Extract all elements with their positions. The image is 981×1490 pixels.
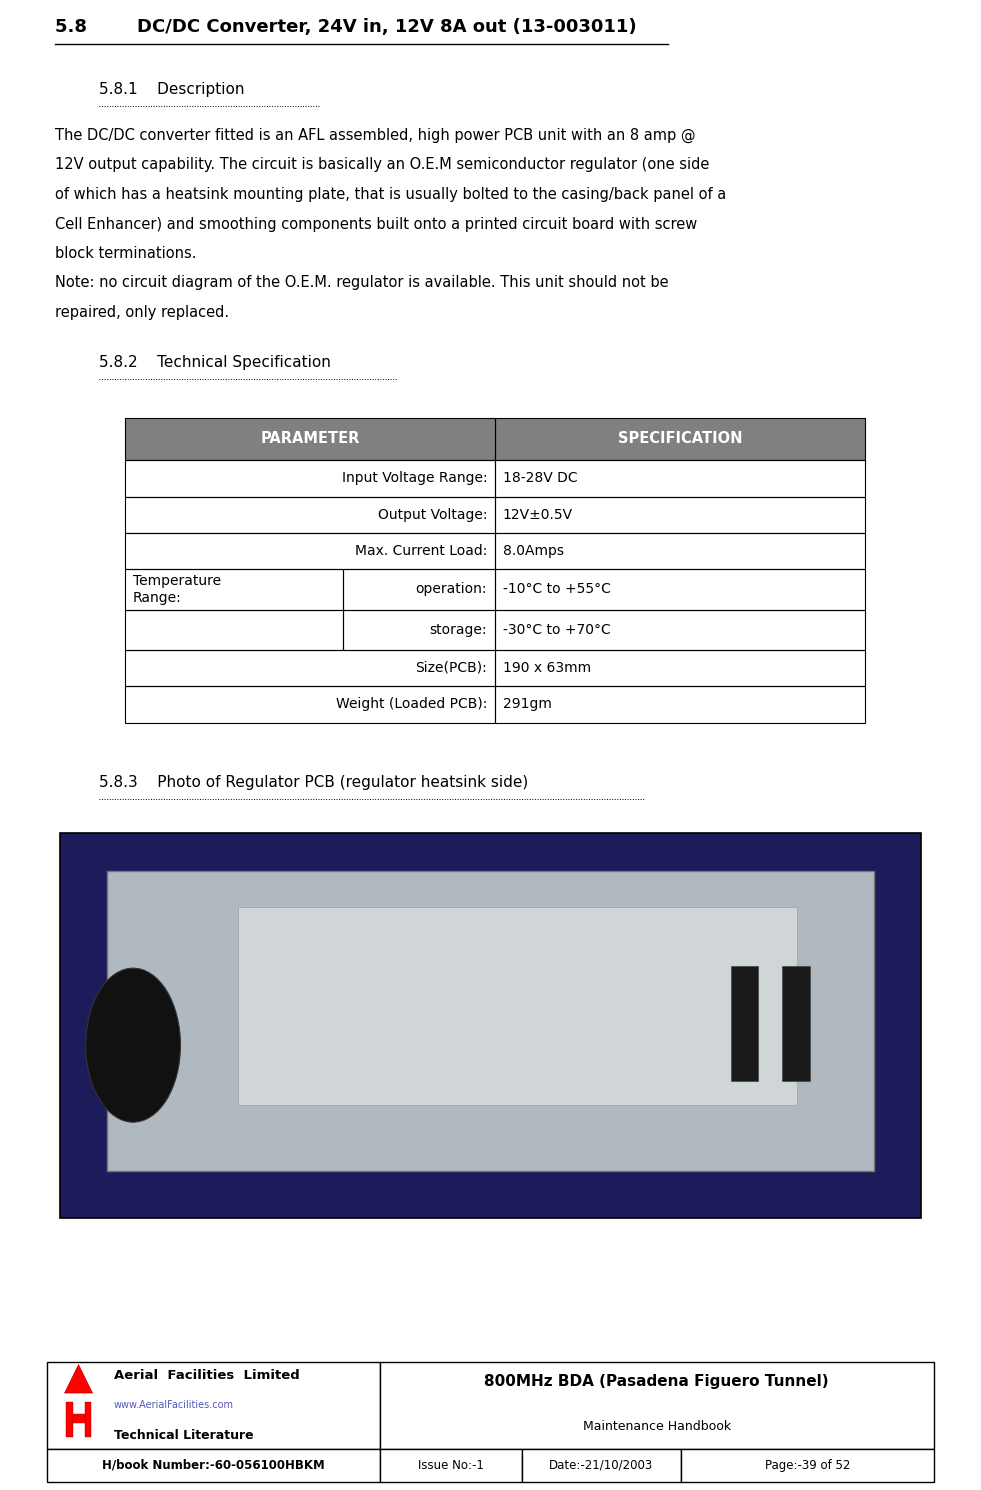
Text: Technical Literature: Technical Literature [114,1429,253,1442]
Text: 5.8.2    Technical Specification: 5.8.2 Technical Specification [99,355,331,370]
Bar [380,1448,522,1483]
Bar [125,685,495,723]
Text: Note: no circuit diagram of the O.E.M. regulator is available. This unit should : Note: no circuit diagram of the O.E.M. r… [55,276,669,291]
Text: -30°C to +70°C: -30°C to +70°C [503,623,610,636]
Text: 12V output capability. The circuit is basically an O.E.M semiconductor regulator: 12V output capability. The circuit is ba… [55,158,709,173]
Bar [343,569,495,609]
Text: Weight (Loaded PCB):: Weight (Loaded PCB): [336,697,488,711]
Text: Output Voltage:: Output Voltage: [378,508,488,522]
Text: 5.8.1    Description: 5.8.1 Description [99,82,244,97]
Text: 5.8        DC/DC Converter, 24V in, 12V 8A out (13-003011): 5.8 DC/DC Converter, 24V in, 12V 8A out … [55,18,637,36]
Text: PARAMETER: PARAMETER [260,432,360,447]
Bar [47,1448,380,1483]
Bar [125,533,495,569]
Text: Temperature
Range:: Temperature Range: [132,575,221,605]
Text: 800MHz BDA (Pasadena Figuero Tunnel): 800MHz BDA (Pasadena Figuero Tunnel) [485,1374,829,1389]
Text: Input Voltage Range:: Input Voltage Range: [341,471,488,486]
Ellipse shape [85,968,181,1122]
Bar [380,1362,934,1448]
Bar [783,966,810,1082]
Text: 12V±0.5V: 12V±0.5V [503,508,573,522]
Text: Aerial  Facilities  Limited: Aerial Facilities Limited [114,1369,299,1383]
Text: Page:-39 of 52: Page:-39 of 52 [765,1459,851,1472]
Bar [495,419,865,460]
Text: of which has a heatsink mounting plate, that is usually bolted to the casing/bac: of which has a heatsink mounting plate, … [55,188,726,203]
Text: block terminations.: block terminations. [55,246,196,261]
Text: SPECIFICATION: SPECIFICATION [618,432,743,447]
Text: Maintenance Handbook: Maintenance Handbook [583,1420,731,1433]
Bar [495,419,865,460]
Text: Issue No:-1: Issue No:-1 [418,1459,484,1472]
Bar [125,419,495,460]
Bar [343,609,495,650]
Bar [495,533,865,569]
Text: Size(PCB):: Size(PCB): [415,660,488,675]
Text: 190 x 63mm: 190 x 63mm [503,660,591,675]
Bar [84,1402,91,1436]
Text: 18-28V DC: 18-28V DC [503,471,578,486]
Text: Max. Current Load:: Max. Current Load: [355,544,488,559]
Text: 8.0Amps: 8.0Amps [503,544,564,559]
Text: The DC/DC converter fitted is an AFL assembled, high power PCB unit with an 8 am: The DC/DC converter fitted is an AFL ass… [55,128,696,143]
Bar [237,907,798,1106]
Text: storage:: storage: [430,623,488,636]
Bar [495,650,865,685]
Text: Cell Enhancer) and smoothing components built onto a printed circuit board with : Cell Enhancer) and smoothing components … [55,216,697,231]
Bar [125,419,495,460]
Bar [495,609,865,650]
Bar [66,1402,73,1436]
Text: -10°C to +55°C: -10°C to +55°C [503,583,611,596]
Bar [125,496,495,533]
Bar [125,609,343,650]
Bar [47,1362,380,1448]
Bar [495,460,865,496]
Text: H/book Number:-60-056100HBKM: H/book Number:-60-056100HBKM [102,1459,325,1472]
Bar [731,966,758,1082]
Text: operation:: operation: [416,583,488,596]
Bar [681,1448,934,1483]
Text: 291gm: 291gm [503,697,551,711]
Bar [495,569,865,609]
Bar [495,496,865,533]
Bar [73,1414,84,1423]
Polygon shape [65,1365,92,1393]
Bar [60,833,921,1217]
Text: repaired, only replaced.: repaired, only replaced. [55,305,230,320]
Text: www.AerialFacilities.com: www.AerialFacilities.com [114,1401,233,1411]
Text: Date:-21/10/2003: Date:-21/10/2003 [549,1459,653,1472]
Bar [495,685,865,723]
Bar [125,650,495,685]
Bar [107,872,874,1171]
Bar [125,460,495,496]
Bar [125,569,343,609]
Bar [522,1448,681,1483]
Text: 5.8.3    Photo of Regulator PCB (regulator heatsink side): 5.8.3 Photo of Regulator PCB (regulator … [99,775,529,790]
